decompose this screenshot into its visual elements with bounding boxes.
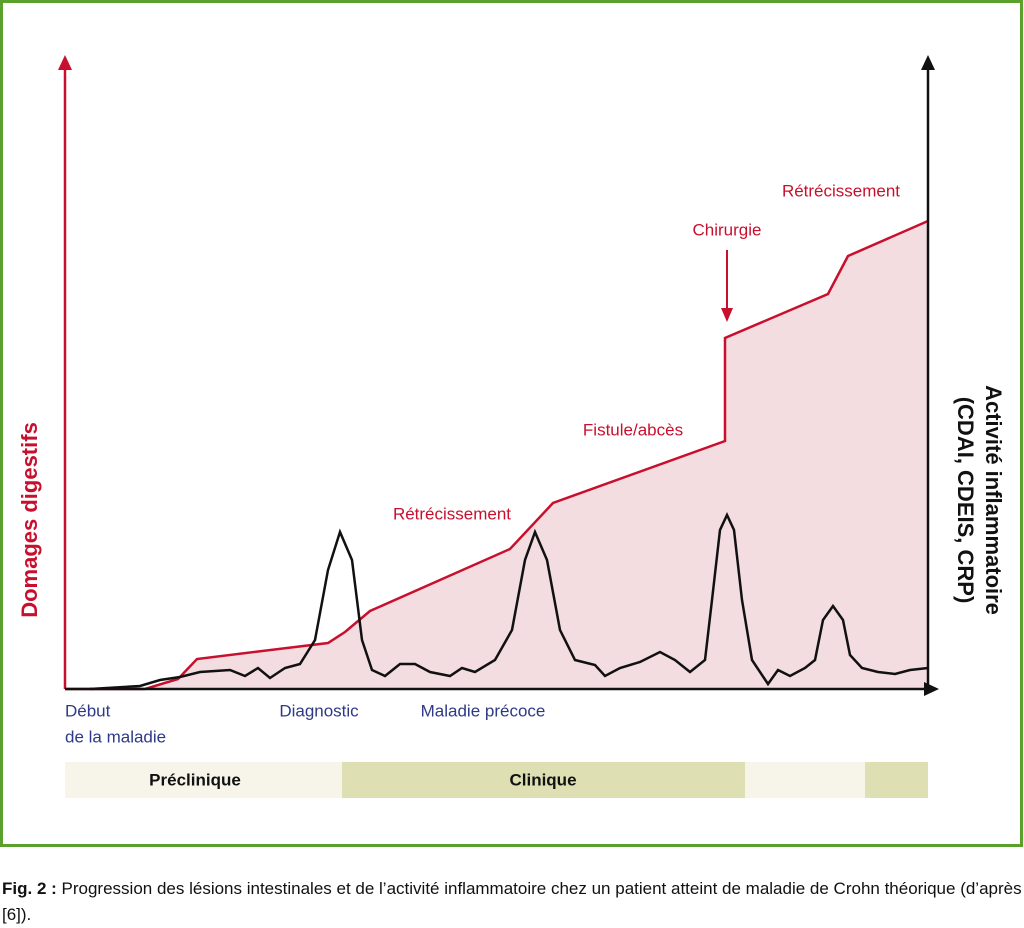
phase-bar	[865, 762, 928, 798]
phase-bar	[342, 762, 745, 798]
left-arrow	[58, 55, 72, 70]
annotation: Rétrécissement	[393, 504, 511, 523]
x-label: Début	[65, 701, 111, 720]
left-axis-label: Domages digestifs	[17, 422, 42, 618]
frame	[0, 0, 1023, 847]
figure: Domages digestifs Activité inflammatoire…	[0, 0, 1023, 847]
annotation: Chirurgie	[693, 220, 762, 239]
phase-bar	[65, 762, 342, 798]
surgery-arrowhead	[721, 308, 733, 322]
right-axis-label: Activité inflammatoire	[981, 385, 1006, 615]
phase-bar	[745, 762, 865, 798]
damage-area	[65, 221, 928, 689]
right-arrow	[921, 55, 935, 70]
right-axis-label: (CDAI, CDEIS, CRP)	[953, 397, 978, 604]
activity-line	[89, 512, 929, 691]
caption-label: Fig. 2 :	[2, 879, 57, 898]
phase-label: Préclinique	[149, 770, 241, 789]
x-label: Maladie précoce	[421, 701, 546, 720]
phase-label: Clinique	[509, 770, 576, 789]
annotation: Fistule/abcès	[583, 420, 683, 439]
x-label: Diagnostic	[279, 701, 359, 720]
x-label: de la maladie	[65, 727, 166, 746]
x-arrow	[924, 682, 939, 696]
caption-text: Progression des lésions intestinales et …	[2, 879, 1022, 924]
annotation: Rétrécissement	[782, 181, 900, 200]
caption: Fig. 2 : Progression des lésions intesti…	[2, 876, 1022, 928]
